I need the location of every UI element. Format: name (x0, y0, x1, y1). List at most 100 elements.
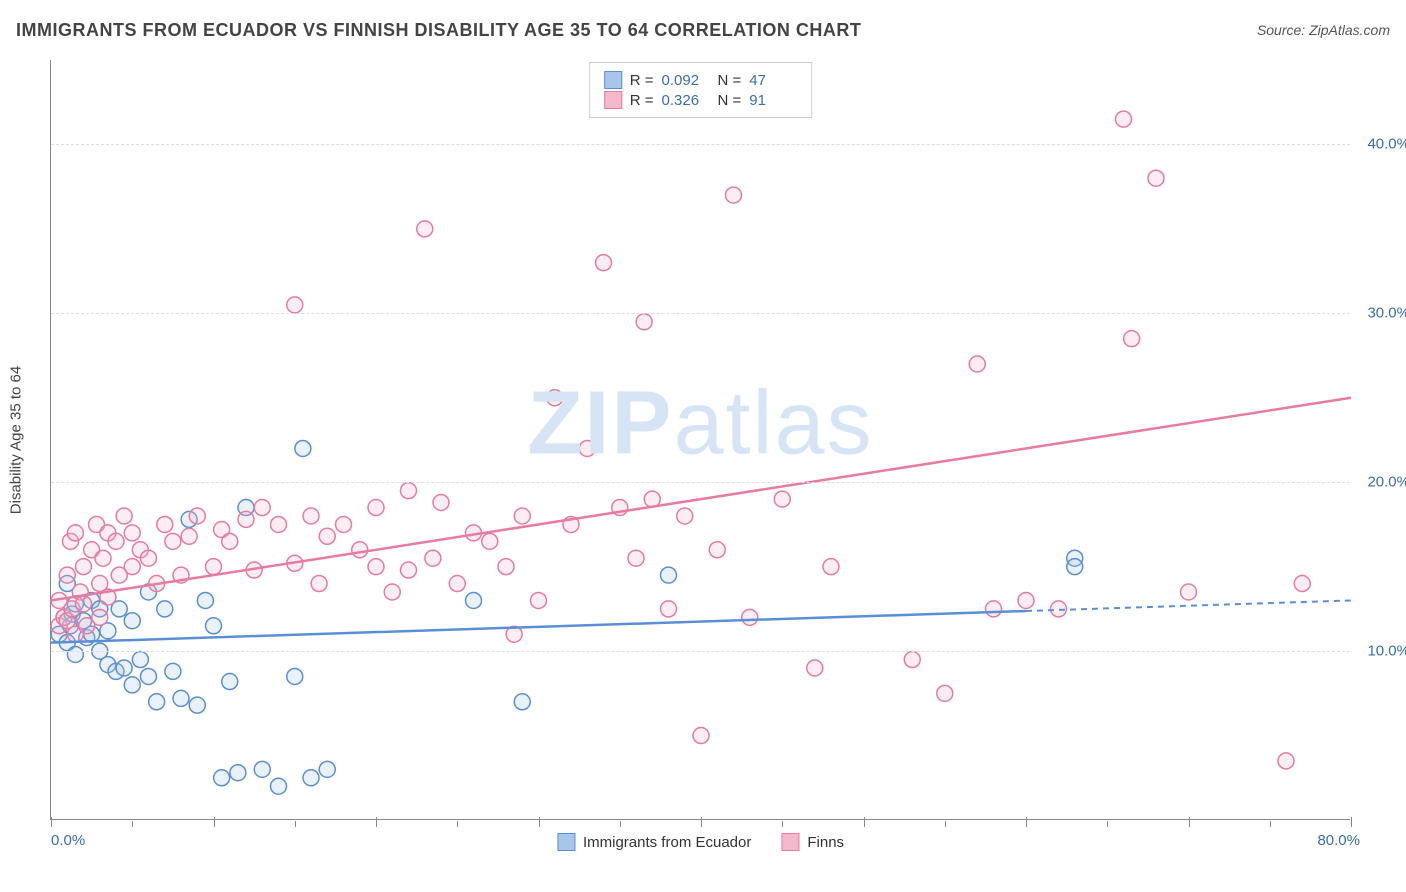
data-point-finns (92, 609, 108, 625)
swatch-ecuador (604, 71, 622, 89)
y-tick-label: 10.0% (1367, 643, 1406, 660)
data-point-finns (165, 533, 181, 549)
data-point-finns (661, 601, 677, 617)
n-label: N = (718, 92, 742, 109)
data-point-ecuador (466, 592, 482, 608)
data-point-finns (823, 559, 839, 575)
data-point-finns (181, 528, 197, 544)
legend-row-finns: R = 0.326 N = 91 (604, 91, 798, 109)
x-tick (457, 821, 458, 827)
data-point-finns (904, 652, 920, 668)
x-tick (1107, 821, 1108, 827)
data-point-finns (352, 542, 368, 558)
data-point-finns (514, 508, 530, 524)
data-point-finns (401, 562, 417, 578)
y-tick-label: 30.0% (1367, 305, 1406, 322)
data-point-finns (1181, 584, 1197, 600)
data-point-finns (937, 685, 953, 701)
data-point-ecuador (124, 613, 140, 629)
r-value-finns: 0.326 (662, 92, 710, 109)
y-axis-title: Disability Age 35 to 64 (8, 365, 25, 513)
data-point-finns (189, 508, 205, 524)
data-point-finns (1018, 592, 1034, 608)
data-point-finns (774, 491, 790, 507)
x-tick (864, 817, 865, 827)
data-point-ecuador (206, 618, 222, 634)
legend-label-ecuador: Immigrants from Ecuador (583, 834, 751, 851)
x-tick (376, 817, 377, 827)
data-point-finns (709, 542, 725, 558)
swatch-finns (604, 91, 622, 109)
data-point-finns (95, 550, 111, 566)
x-tick (1026, 817, 1027, 827)
swatch-ecuador-icon (557, 833, 575, 851)
data-point-ecuador (132, 652, 148, 668)
trendline-extrapolated-ecuador (1026, 600, 1351, 611)
data-point-ecuador (149, 694, 165, 710)
data-point-ecuador (165, 663, 181, 679)
chart-title: IMMIGRANTS FROM ECUADOR VS FINNISH DISAB… (16, 20, 861, 41)
y-tick-label: 40.0% (1367, 136, 1406, 153)
n-label: N = (718, 72, 742, 89)
data-point-ecuador (661, 567, 677, 583)
data-point-finns (124, 559, 140, 575)
data-point-ecuador (287, 668, 303, 684)
y-tick-label: 20.0% (1367, 474, 1406, 491)
x-axis-min-label: 0.0% (51, 832, 85, 849)
swatch-finns-icon (781, 833, 799, 851)
data-point-finns (76, 559, 92, 575)
x-tick (782, 821, 783, 827)
data-point-ecuador (514, 694, 530, 710)
data-point-ecuador (141, 668, 157, 684)
data-point-finns (742, 609, 758, 625)
r-label: R = (630, 92, 654, 109)
data-point-finns (1124, 331, 1140, 347)
data-point-finns (238, 511, 254, 527)
data-point-finns (311, 576, 327, 592)
source-prefix: Source: (1257, 22, 1309, 38)
x-tick (51, 817, 52, 827)
legend-row-ecuador: R = 0.092 N = 47 (604, 71, 798, 89)
x-tick (132, 821, 133, 827)
data-point-finns (319, 528, 335, 544)
r-label: R = (630, 72, 654, 89)
data-point-finns (1148, 170, 1164, 186)
data-point-ecuador (319, 761, 335, 777)
data-point-ecuador (271, 778, 287, 794)
x-tick (295, 821, 296, 827)
data-point-finns (969, 356, 985, 372)
data-point-ecuador (67, 646, 83, 662)
data-point-finns (498, 559, 514, 575)
data-point-finns (986, 601, 1002, 617)
data-point-ecuador (222, 674, 238, 690)
data-point-finns (628, 550, 644, 566)
data-point-finns (807, 660, 823, 676)
data-point-finns (108, 533, 124, 549)
data-point-finns (287, 297, 303, 313)
data-point-finns (157, 516, 173, 532)
data-point-finns (579, 440, 595, 456)
data-point-finns (1278, 753, 1294, 769)
data-point-ecuador (157, 601, 173, 617)
data-point-finns (271, 516, 287, 532)
n-value-finns: 91 (749, 92, 797, 109)
source-attribution: Source: ZipAtlas.com (1257, 22, 1390, 38)
data-point-finns (254, 500, 270, 516)
data-point-finns (67, 525, 83, 541)
n-value-ecuador: 47 (749, 72, 797, 89)
gridline (51, 482, 1350, 483)
chart-canvas (51, 60, 1350, 819)
data-point-finns (76, 596, 92, 612)
x-tick (214, 817, 215, 827)
gridline (51, 313, 1350, 314)
data-point-finns (693, 728, 709, 744)
x-tick (945, 821, 946, 827)
scatter-plot: ZIPatlas Disability Age 35 to 64 R = 0.0… (50, 60, 1350, 820)
data-point-finns (726, 187, 742, 203)
x-tick (620, 821, 621, 827)
data-point-finns (116, 508, 132, 524)
x-axis-max-label: 80.0% (1317, 832, 1360, 849)
data-point-ecuador (173, 690, 189, 706)
data-point-finns (433, 494, 449, 510)
data-point-ecuador (214, 770, 230, 786)
